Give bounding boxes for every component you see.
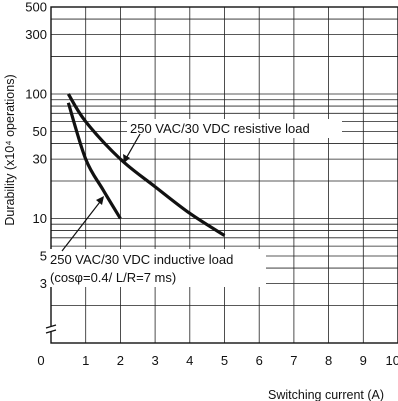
inductive-condition-label: (cosφ=0.4/ L/R=7 ms)	[50, 270, 176, 285]
inductive-label-box	[47, 249, 266, 287]
x-tick-label: 2	[117, 353, 124, 368]
x-tick-label: 6	[256, 353, 263, 368]
axis-break-marks	[45, 324, 57, 334]
x-tick-label: 7	[290, 353, 297, 368]
y-tick-label: 50	[33, 124, 47, 139]
x-tick-label: 3	[151, 353, 158, 368]
x-tick-label: 5	[221, 353, 228, 368]
inductive-leader-line	[61, 197, 104, 252]
x-tick-label: 4	[186, 353, 193, 368]
y-tick-label: 300	[25, 27, 47, 42]
series-line-resistive	[66, 93, 226, 237]
series-lines	[66, 93, 226, 237]
plot-frame	[50, 6, 398, 344]
y-tick-labels: 500 300 100 50 30 10 5 3	[25, 0, 47, 291]
axis-break-gap	[45, 326, 57, 332]
y-tick-label: 100	[25, 87, 47, 102]
y-tick-label: 10	[33, 211, 47, 226]
x-tick-label: 0	[37, 353, 44, 368]
x-tick-labels: 0 1 2 3 4 5 6 7 8 9 10	[37, 353, 398, 368]
resistive-label: 250 VAC/30 VDC resistive load	[130, 121, 310, 136]
y-tick-label: 30	[33, 152, 47, 167]
x-tick-label: 10	[386, 353, 398, 368]
y-tick-label: 5	[40, 248, 47, 263]
y-axis-title: Durability (x10⁴ operations)	[3, 74, 17, 225]
x-tick-label: 1	[82, 353, 89, 368]
x-tick-label: 9	[360, 353, 367, 368]
y-tick-label: 3	[40, 276, 47, 291]
axis-break-stroke	[45, 324, 57, 329]
grid	[51, 6, 398, 343]
y-tick-label: 500	[25, 0, 47, 15]
axis-break-stroke	[45, 329, 57, 334]
resistive-leader-arrowhead	[123, 154, 130, 163]
x-tick-label: 8	[325, 353, 332, 368]
series-line-inductive	[66, 102, 122, 220]
inductive-leader-arrowhead	[96, 196, 104, 205]
inductive-label: 250 VAC/30 VDC inductive load	[50, 252, 233, 267]
resistive-label-box	[127, 119, 342, 138]
x-axis-title: Switching current (A)	[268, 388, 384, 401]
